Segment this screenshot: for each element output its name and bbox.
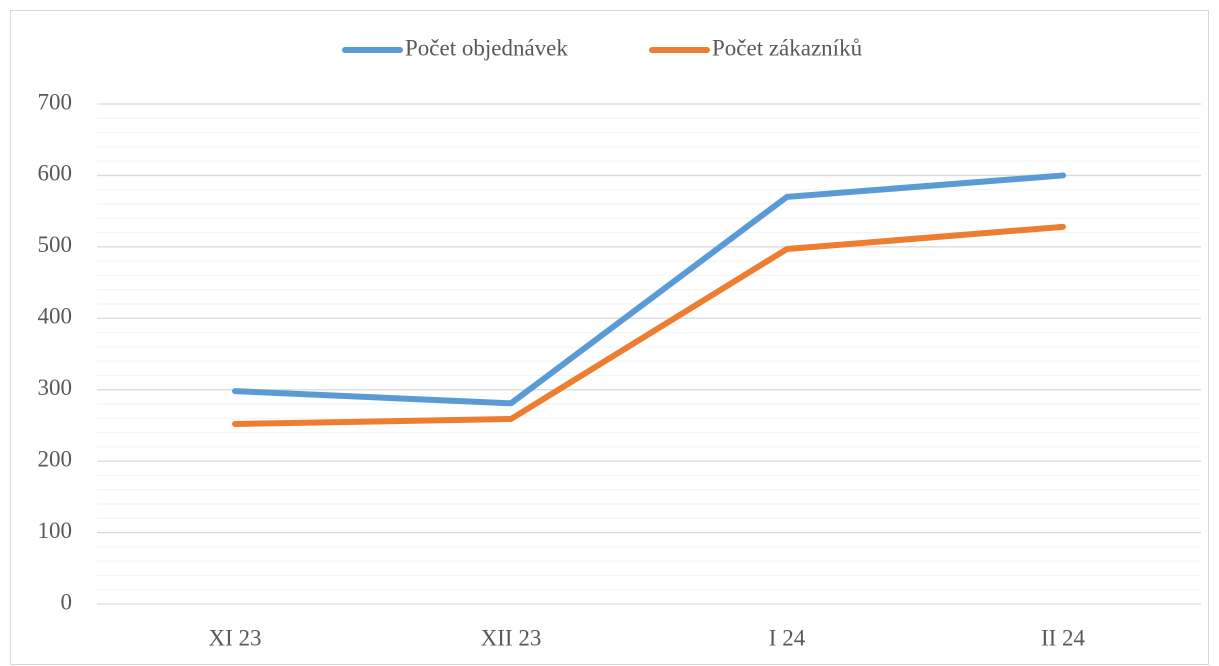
x-tick-label: I 24	[769, 625, 806, 650]
y-tick-label: 500	[38, 232, 73, 257]
legend-label: Počet zákazníků	[712, 35, 863, 60]
x-tick-label: XI 23	[208, 625, 261, 650]
x-tick-label: II 24	[1041, 625, 1086, 650]
chart-border	[10, 10, 1209, 665]
y-tick-label: 200	[38, 446, 73, 471]
legend-label: Počet objednávek	[405, 35, 568, 60]
x-tick-label: XII 23	[481, 625, 542, 650]
y-tick-label: 700	[38, 89, 73, 114]
series-line	[232, 172, 1066, 407]
y-tick-label: 600	[38, 161, 73, 186]
y-tick-label: 400	[38, 304, 73, 329]
y-tick-label: 100	[38, 518, 73, 543]
y-tick-label: 300	[38, 375, 73, 400]
series-line	[232, 223, 1066, 427]
y-tick-label: 0	[61, 589, 73, 614]
